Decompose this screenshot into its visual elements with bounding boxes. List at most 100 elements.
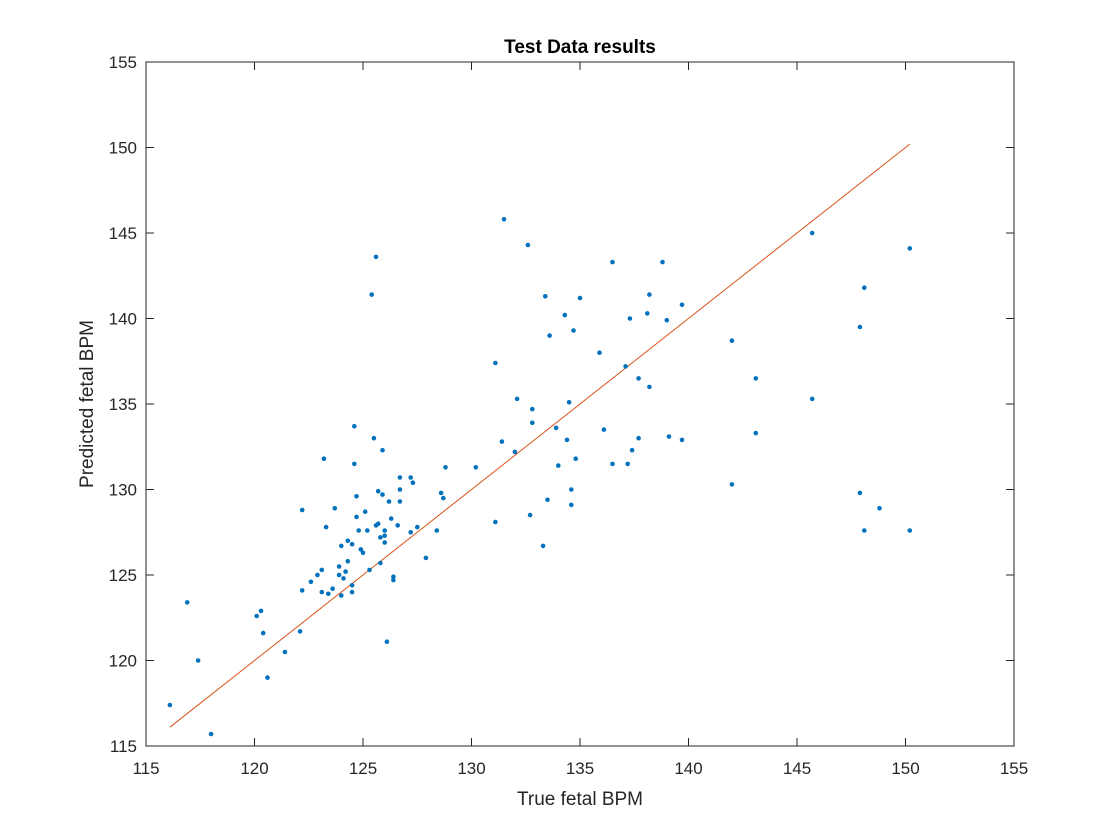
data-point — [391, 574, 396, 579]
data-point — [345, 559, 351, 564]
data-point — [809, 230, 815, 236]
reference-line-layer — [169, 143, 911, 728]
data-point — [299, 588, 305, 593]
data-point — [564, 437, 570, 443]
data-point — [645, 311, 650, 316]
data-point — [862, 528, 867, 533]
y-tick-label: 130 — [109, 481, 137, 500]
data-point — [562, 312, 568, 318]
y-tick-label: 115 — [110, 737, 137, 756]
data-point — [623, 364, 628, 369]
data-point — [556, 463, 561, 468]
data-point — [365, 528, 370, 533]
y-tick-label: 155 — [109, 53, 137, 72]
data-point — [493, 360, 498, 366]
x-tick-label: 140 — [674, 759, 702, 778]
data-point — [386, 499, 392, 504]
x-tick-label: 115 — [132, 759, 159, 778]
data-point — [378, 560, 383, 566]
data-point — [610, 259, 615, 265]
data-point — [679, 437, 685, 443]
data-point — [647, 384, 652, 390]
data-point — [397, 475, 403, 480]
data-point — [375, 488, 381, 494]
x-tick-label: 125 — [349, 759, 377, 778]
data-point — [597, 350, 602, 356]
data-point — [601, 427, 607, 432]
data-point — [297, 629, 303, 634]
data-point — [441, 495, 446, 501]
data-point — [380, 447, 385, 453]
data-point — [438, 490, 444, 496]
data-point — [349, 589, 355, 595]
data-point — [349, 541, 355, 547]
data-point — [877, 506, 882, 511]
data-point — [647, 292, 652, 297]
data-point — [577, 295, 583, 301]
data-point — [629, 447, 635, 453]
data-point — [388, 516, 394, 521]
data-point — [384, 639, 390, 644]
data-point — [352, 461, 357, 467]
data-point — [499, 439, 505, 444]
y-tick-label: 120 — [109, 652, 137, 671]
data-point — [569, 487, 574, 492]
data-point — [371, 435, 377, 441]
data-point — [382, 533, 388, 538]
data-point — [493, 519, 498, 525]
y-tick-label: 135 — [109, 395, 137, 414]
data-point — [349, 583, 355, 588]
data-point — [625, 461, 630, 467]
data-point — [809, 396, 815, 402]
y-axis-label: Predicted fetal BPM — [77, 320, 98, 488]
x-tick-label: 130 — [457, 759, 485, 778]
data-point — [319, 567, 325, 573]
data-point — [382, 528, 388, 533]
data-point — [308, 579, 314, 585]
data-point — [666, 434, 672, 439]
data-point — [208, 731, 214, 737]
data-point — [373, 254, 379, 260]
data-point — [319, 589, 325, 595]
data-point — [332, 506, 338, 511]
data-point — [354, 514, 359, 520]
reference-line — [169, 143, 911, 728]
data-point — [473, 465, 479, 470]
data-point — [415, 524, 420, 530]
data-point — [321, 456, 327, 462]
data-point — [553, 425, 559, 431]
x-tick-label: 120 — [240, 759, 268, 778]
data-point — [260, 630, 266, 636]
data-point — [395, 523, 401, 528]
data-point — [410, 480, 416, 486]
data-point — [514, 396, 520, 402]
data-point — [408, 475, 414, 480]
x-axis-label: True fetal BPM — [517, 789, 643, 810]
data-point — [362, 509, 368, 514]
data-point — [530, 406, 535, 412]
data-point — [569, 502, 574, 508]
data-point — [660, 259, 665, 265]
data-point — [375, 521, 381, 526]
data-point — [254, 613, 259, 619]
data-point — [299, 507, 305, 513]
y-tick-label: 125 — [109, 566, 137, 585]
data-point — [862, 285, 867, 291]
data-point — [566, 400, 572, 405]
data-point — [547, 333, 552, 338]
y-tick-label: 150 — [109, 139, 137, 158]
data-point — [167, 702, 173, 708]
data-point — [315, 572, 320, 578]
data-point — [378, 535, 383, 540]
data-point — [530, 420, 535, 426]
data-point — [382, 540, 388, 545]
data-point — [184, 600, 190, 605]
data-point — [512, 449, 518, 455]
data-point — [339, 543, 344, 549]
data-point — [352, 423, 357, 429]
data-point — [282, 649, 288, 655]
data-point — [354, 494, 359, 499]
data-point — [397, 499, 403, 504]
data-point — [330, 586, 335, 591]
data-point — [729, 338, 735, 344]
